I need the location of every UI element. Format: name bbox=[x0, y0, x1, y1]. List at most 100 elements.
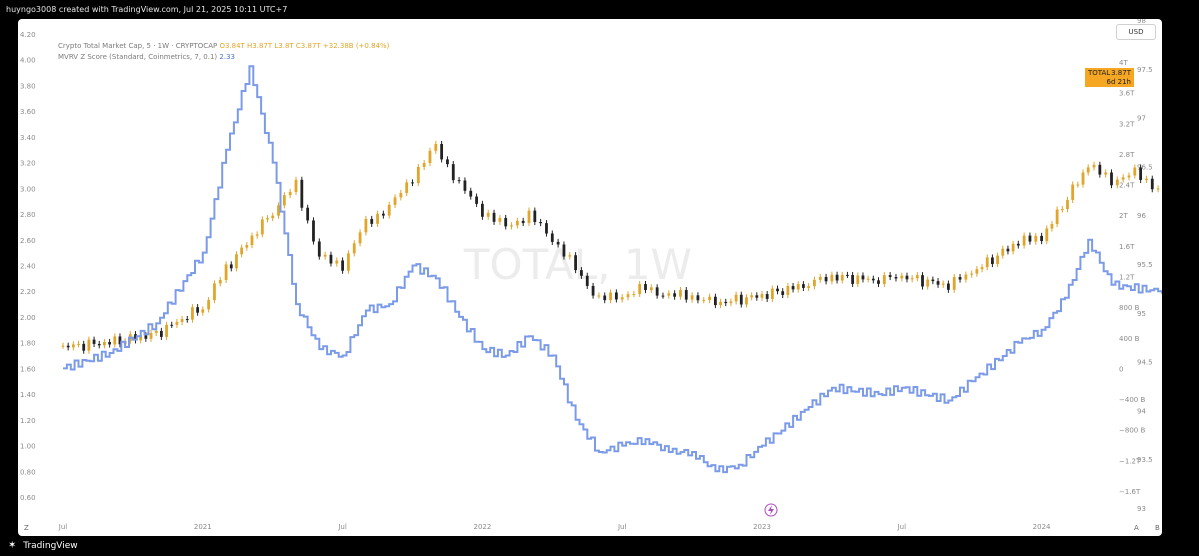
candle-body bbox=[1145, 178, 1148, 180]
legend-ohlc: O3.84T H3.87T L3.8T C3.87T +32.38B (+0.8… bbox=[219, 42, 390, 50]
candle-body bbox=[66, 345, 70, 348]
legend-indicator-title: MVRV Z Score (Standard, Coinmetrics, 7, … bbox=[58, 53, 218, 61]
candle-body bbox=[702, 300, 706, 302]
x-axis: Jul2021Jul2022Jul2023Jul2024Jul2025Jul20… bbox=[58, 523, 1051, 531]
left-axis-tick: 3.80 bbox=[20, 82, 36, 90]
left-axis-tick: 4.20 bbox=[20, 31, 36, 39]
candle-body bbox=[457, 180, 461, 182]
candle-body bbox=[739, 294, 743, 305]
candle-body bbox=[97, 343, 101, 346]
candle-body bbox=[770, 288, 774, 299]
mid-axis-tick: 400 B bbox=[1119, 335, 1140, 343]
left-axis-tick: 1.80 bbox=[20, 340, 36, 348]
candle-body bbox=[1050, 224, 1054, 229]
candle-body bbox=[1098, 164, 1102, 175]
x-axis-tick: Jul bbox=[337, 523, 347, 531]
candle-body bbox=[1139, 167, 1143, 180]
candle-body bbox=[661, 295, 665, 297]
candle-body bbox=[1086, 167, 1090, 173]
left-axis-tick: 0.60 bbox=[20, 494, 36, 502]
candle-body bbox=[840, 274, 844, 281]
event-marker-icon[interactable] bbox=[764, 503, 778, 517]
chart-panel[interactable]: TOTAL, 1W 4.20 4.00 3.80 3.60 3.40 3.20 3.00 2.… bbox=[18, 19, 1162, 536]
candle-body bbox=[475, 196, 478, 204]
mid-axis-tick: 3.6T bbox=[1119, 90, 1135, 98]
candle-body bbox=[1011, 243, 1015, 252]
left-axis-tick: 3.40 bbox=[20, 134, 36, 142]
candle-body bbox=[760, 294, 764, 298]
right-axis-tick: 94 bbox=[1137, 407, 1146, 415]
candle-body bbox=[556, 241, 560, 245]
candle-body bbox=[521, 220, 525, 224]
candle-body bbox=[894, 277, 898, 279]
candle-body bbox=[282, 195, 286, 206]
right-axis-tick: 96.5 bbox=[1137, 163, 1153, 171]
mid-axis-tick: 2.8T bbox=[1119, 151, 1135, 159]
candle-body bbox=[915, 275, 919, 279]
candle-body bbox=[492, 212, 496, 222]
right-axis: 98 97.5 97 96.5 96 95.5 95 94.5 94 93.5 93 bbox=[1137, 19, 1153, 513]
candle-body bbox=[347, 253, 350, 271]
market-cap-series bbox=[61, 140, 1160, 354]
candle-body bbox=[1045, 228, 1049, 242]
left-axis-tick: 3.20 bbox=[20, 160, 36, 168]
price-tag-symbol: TOTAL bbox=[1088, 69, 1111, 77]
candle-body bbox=[533, 210, 537, 223]
candle-body bbox=[422, 163, 426, 167]
candle-body bbox=[786, 286, 790, 295]
corner-left-label[interactable]: Z bbox=[24, 524, 29, 532]
right-axis-tick: 94.5 bbox=[1137, 359, 1153, 367]
candle-body bbox=[708, 296, 711, 301]
candle-body bbox=[235, 254, 238, 269]
currency-button[interactable]: USD bbox=[1116, 24, 1156, 40]
candle-body bbox=[877, 280, 880, 284]
candle-body bbox=[996, 255, 999, 265]
candle-body bbox=[539, 222, 543, 224]
candle-body bbox=[980, 267, 984, 270]
left-axis-tick: 1.60 bbox=[20, 365, 36, 373]
candle-body bbox=[614, 292, 618, 300]
corner-right-label[interactable]: A bbox=[1134, 524, 1139, 532]
chart-svg[interactable]: TOTAL, 1W 4.20 4.00 3.80 3.60 3.40 3.20 3.00 2.… bbox=[18, 19, 1162, 536]
candle-body bbox=[632, 294, 636, 296]
x-axis-tick: 2023 bbox=[753, 523, 771, 531]
left-axis-tick: 2.40 bbox=[20, 263, 36, 271]
candle-body bbox=[818, 276, 822, 280]
x-axis-tick: Jul bbox=[58, 523, 68, 531]
corner-far-right-label[interactable]: B bbox=[1155, 524, 1160, 532]
candle-body bbox=[277, 205, 280, 216]
candle-body bbox=[271, 215, 275, 219]
left-axis-tick: 2.80 bbox=[20, 211, 36, 219]
left-axis-tick: 4.00 bbox=[20, 57, 36, 65]
candle-body bbox=[312, 220, 315, 242]
candle-body bbox=[381, 213, 385, 216]
candle-body bbox=[207, 300, 211, 310]
mid-axis-tick: −400 B bbox=[1119, 396, 1145, 404]
candle-body bbox=[118, 336, 122, 345]
price-tag-countdown: 6d 21h bbox=[1106, 78, 1131, 86]
candle-body bbox=[352, 243, 356, 254]
candle-body bbox=[1081, 172, 1085, 185]
candle-body bbox=[626, 294, 630, 298]
left-axis-tick: 2.00 bbox=[20, 314, 36, 322]
mid-axis-tick: 3.2T bbox=[1119, 120, 1135, 128]
candle-body bbox=[196, 307, 200, 313]
legend-series-title: Crypto Total Market Cap, 5 · 1W · CRYPTO… bbox=[58, 42, 218, 50]
candle-body bbox=[335, 260, 339, 264]
left-axis-tick: 2.20 bbox=[20, 288, 36, 296]
candle-body bbox=[103, 341, 106, 346]
candle-body bbox=[1040, 235, 1043, 242]
candle-body bbox=[451, 164, 455, 181]
candle-body bbox=[1115, 179, 1119, 186]
x-axis-tick: 2024 bbox=[1033, 523, 1051, 531]
candle-body bbox=[260, 219, 264, 235]
left-axis: 4.20 4.00 3.80 3.60 3.40 3.20 3.00 2.80 2.60 2.40… bbox=[20, 31, 36, 502]
candle-body bbox=[985, 257, 989, 268]
left-axis-tick: 3.00 bbox=[20, 185, 36, 193]
candle-body bbox=[905, 275, 909, 280]
candle-body bbox=[306, 207, 310, 221]
candle-body bbox=[185, 319, 189, 321]
x-axis-tick: 2021 bbox=[194, 523, 212, 531]
candle-body bbox=[498, 217, 502, 222]
mid-axis: 4T 3.6T 3.2T 2.8T 2.4T 2T 1.6T 1.2T 800 B 400 B 0 −… bbox=[1119, 59, 1145, 496]
